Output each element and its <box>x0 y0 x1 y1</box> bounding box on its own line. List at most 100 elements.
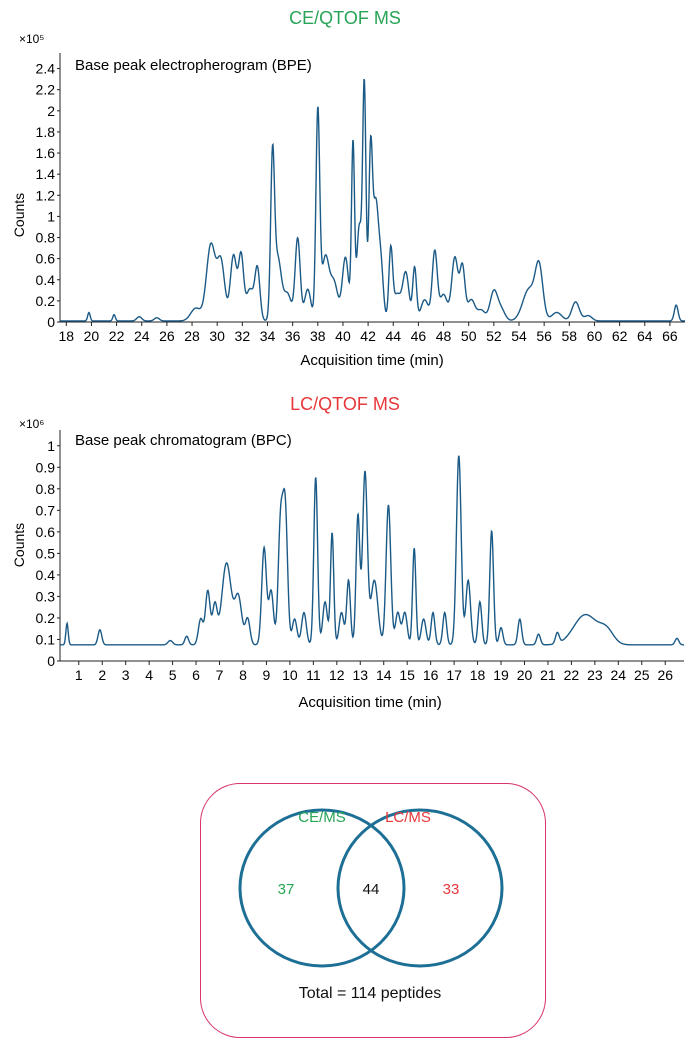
x-tick-label: 4 <box>145 667 153 683</box>
x-tick-label: 13 <box>352 667 368 683</box>
y-tick-label: 0.2 <box>36 610 56 626</box>
x-tick-label: 40 <box>335 328 351 344</box>
y-tick-label: 1 <box>47 208 55 224</box>
y-tick-label: 2.4 <box>36 61 56 77</box>
x-tick-label: 54 <box>511 328 527 344</box>
x-tick-label: 6 <box>192 667 200 683</box>
x-tick-label: 64 <box>637 328 653 344</box>
lc-x-axis-label: Acquisition time (min) <box>298 694 441 711</box>
x-tick-label: 38 <box>310 328 326 344</box>
x-tick-label: 11 <box>306 667 321 683</box>
lc-inner-label: Base peak chromatogram (BPC) <box>75 432 292 449</box>
x-tick-label: 46 <box>411 328 427 344</box>
x-tick-label: 10 <box>282 667 298 683</box>
x-tick-label: 21 <box>540 667 556 683</box>
x-tick-label: 66 <box>662 328 678 344</box>
y-tick-label: 0.2 <box>36 293 56 309</box>
x-tick-label: 58 <box>562 328 578 344</box>
y-tick-label: 0.3 <box>36 588 56 604</box>
x-tick-label: 56 <box>536 328 552 344</box>
x-tick-label: 24 <box>611 667 627 683</box>
lc-panel-title: LC/QTOF MS <box>290 394 400 414</box>
y-tick-label: 0.5 <box>36 545 56 561</box>
y-tick-label: 0.8 <box>36 230 56 246</box>
x-tick-label: 44 <box>385 328 401 344</box>
x-tick-label: 25 <box>634 667 650 683</box>
x-tick-label: 42 <box>360 328 376 344</box>
x-tick-label: 2 <box>98 667 106 683</box>
venn-overlap-count: 44 <box>363 881 380 898</box>
y-tick-label: 0.9 <box>36 459 56 475</box>
x-tick-label: 28 <box>184 328 200 344</box>
y-tick-label: 0.1 <box>36 631 56 647</box>
y-tick-label: 0 <box>47 653 55 669</box>
x-tick-label: 50 <box>461 328 477 344</box>
y-tick-label: 1 <box>47 438 55 454</box>
venn-diagram: CE/MS LC/MS 37 44 33 Total = 114 peptide… <box>238 808 504 1002</box>
ce-circle <box>238 808 406 968</box>
x-tick-label: 26 <box>159 328 175 344</box>
ce-inner-label: Base peak electropherogram (BPE) <box>75 57 312 74</box>
x-tick-label: 8 <box>239 667 247 683</box>
x-tick-label: 24 <box>134 328 150 344</box>
x-tick-label: 14 <box>376 667 392 683</box>
venn-diagram-frame <box>200 783 546 1038</box>
x-tick-label: 20 <box>517 667 533 683</box>
x-tick-label: 48 <box>436 328 452 344</box>
x-tick-label: 12 <box>329 667 345 683</box>
lc-circle <box>336 808 504 968</box>
x-tick-label: 52 <box>486 328 502 344</box>
x-tick-label: 26 <box>657 667 673 683</box>
y-tick-label: 1.2 <box>36 187 56 203</box>
x-tick-label: 30 <box>209 328 225 344</box>
x-tick-label: 17 <box>446 667 462 683</box>
venn-ce-label: CE/MS <box>298 809 346 826</box>
y-tick-label: 0.4 <box>36 272 56 288</box>
ce-x-axis-label: Acquisition time (min) <box>300 352 443 369</box>
x-tick-label: 9 <box>263 667 271 683</box>
trace-line <box>60 78 685 322</box>
trace-line <box>60 455 685 646</box>
y-tick-label: 1.6 <box>36 145 56 161</box>
x-tick-label: 18 <box>470 667 486 683</box>
lc-bpc-chart: 00.10.20.30.40.50.60.70.80.911 2 3 4 5 6 7 8 9 10… <box>11 417 685 711</box>
x-tick-label: 23 <box>587 667 603 683</box>
venn-lc-label: LC/MS <box>385 809 431 826</box>
x-tick-label: 60 <box>587 328 603 344</box>
ce-y-multiplier: ×10⁵ <box>19 32 44 46</box>
venn-ce-only-count: 37 <box>278 881 295 898</box>
x-tick-label: 19 <box>493 667 509 683</box>
x-tick-label: 32 <box>235 328 251 344</box>
x-tick-label: 62 <box>612 328 628 344</box>
y-tick-label: 0.6 <box>36 524 56 540</box>
lc-plot-area: 00.10.20.30.40.50.60.70.80.911 2 3 4 5 6 7 8 9 10… <box>36 430 685 683</box>
y-tick-label: 1.4 <box>36 166 56 182</box>
y-tick-label: 0.6 <box>36 251 56 267</box>
x-tick-label: 3 <box>122 667 130 683</box>
y-tick-label: 1.8 <box>36 124 56 140</box>
x-tick-label: 36 <box>285 328 301 344</box>
x-tick-label: 34 <box>260 328 276 344</box>
lc-y-multiplier: ×10⁶ <box>19 417 44 431</box>
x-tick-label: 7 <box>216 667 224 683</box>
x-tick-label: 5 <box>169 667 177 683</box>
venn-total-label: Total = 114 peptides <box>299 985 441 1002</box>
x-tick-label: 15 <box>399 667 415 683</box>
y-tick-label: 0 <box>47 314 55 330</box>
x-tick-label: 22 <box>109 328 125 344</box>
lc-y-axis-label: Counts <box>11 523 27 567</box>
y-tick-label: 2.2 <box>36 82 56 98</box>
y-tick-label: 0.8 <box>36 481 56 497</box>
x-tick-label: 18 <box>58 328 74 344</box>
ce-bpe-chart: 0 0.2 0.4 0.6 0.8 1 1.2 1.4 1.6 1.8 2 2.2 2.4 18 20 22 2… <box>11 32 685 369</box>
ce-panel-title: CE/QTOF MS <box>289 8 401 28</box>
y-tick-label: 2 <box>47 103 55 119</box>
y-tick-label: 0.7 <box>36 502 56 518</box>
x-tick-label: 16 <box>423 667 439 683</box>
x-tick-label: 1 <box>75 667 83 683</box>
ce-y-axis-label: Counts <box>11 193 27 237</box>
y-tick-label: 0.4 <box>36 567 56 583</box>
ce-plot-area: 0 0.2 0.4 0.6 0.8 1 1.2 1.4 1.6 1.8 2 2.2 2.4 18 20 22 2… <box>36 53 685 344</box>
venn-lc-only-count: 33 <box>443 881 460 898</box>
x-tick-label: 20 <box>84 328 100 344</box>
